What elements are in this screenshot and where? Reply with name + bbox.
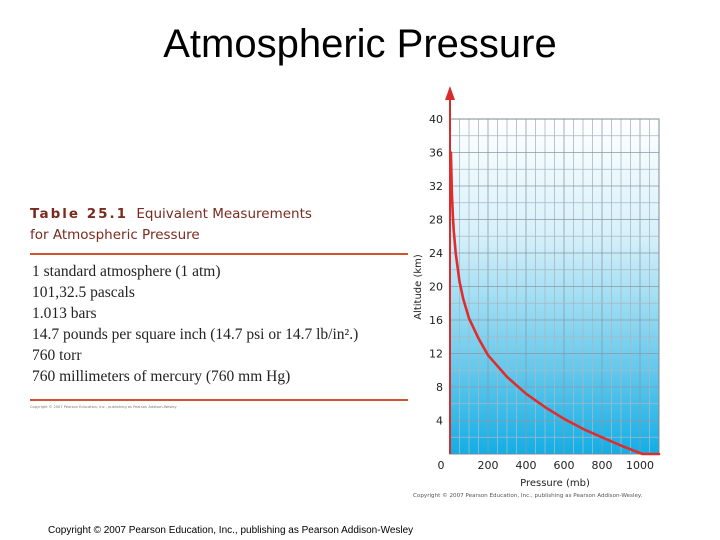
slide-title: Atmospheric Pressure	[163, 22, 557, 66]
y-tick-label: 8	[436, 381, 443, 394]
y-tick-label: 20	[429, 281, 443, 294]
table-number: Table 25.1	[30, 206, 129, 222]
table-caption-line1: Equivalent Measurements	[136, 206, 312, 222]
table-credit: Copyright © 2007 Pearson Education, Inc.…	[30, 405, 177, 409]
y-tick-label: 40	[429, 113, 443, 126]
pressure-altitude-curve	[449, 151, 661, 456]
y-axis-arrow	[445, 86, 455, 100]
y-tick-label: 32	[429, 180, 443, 193]
y-tick-label: 12	[429, 348, 443, 361]
table-row: 760 millimeters of mercury (760 mm Hg)	[32, 368, 291, 385]
table-top-rule	[30, 253, 408, 255]
x-axis-label: Pressure (mb)	[520, 478, 590, 489]
y-tick-label: 28	[429, 214, 443, 227]
y-tick-label: 16	[429, 314, 443, 327]
series-layer	[449, 151, 661, 456]
table-header: Table 25.1 Equivalent Measurements for A…	[30, 204, 408, 246]
equivalent-measurements-table: Table 25.1 Equivalent Measurements for A…	[30, 204, 408, 409]
x-tick-label: 600	[554, 459, 575, 472]
x-tick-label: 200	[478, 459, 499, 472]
grid-lines	[449, 118, 660, 455]
y-axis-label: Altitude (km)	[413, 254, 424, 320]
table-caption-line2: for Atmospheric Pressure	[30, 227, 200, 243]
slide-credit: Copyright © 2007 Pearson Education, Inc.…	[48, 525, 414, 536]
table-row: 1 standard atmosphere (1 atm)	[32, 263, 221, 280]
x-tick-label: 0	[438, 459, 445, 472]
y-tick-label: 24	[429, 247, 443, 260]
x-tick-label: 1000	[626, 459, 654, 472]
table-row: 1.013 bars	[32, 305, 97, 322]
table-row: 760 torr	[32, 347, 82, 364]
table-rows: 1 standard atmosphere (1 atm) 101,32.5 p…	[30, 255, 408, 391]
table-row: 14.7 pounds per square inch (14.7 psi or…	[32, 326, 359, 343]
table-row: 101,32.5 pascals	[32, 284, 135, 301]
table-bottom-rule	[30, 399, 408, 401]
chart-credit: Copyright © 2007 Pearson Education, Inc.…	[413, 493, 643, 499]
x-tick-label: 400	[516, 459, 537, 472]
y-tick-label: 4	[436, 415, 443, 428]
y-tick-label: 36	[429, 147, 443, 160]
x-tick-label: 800	[592, 459, 613, 472]
